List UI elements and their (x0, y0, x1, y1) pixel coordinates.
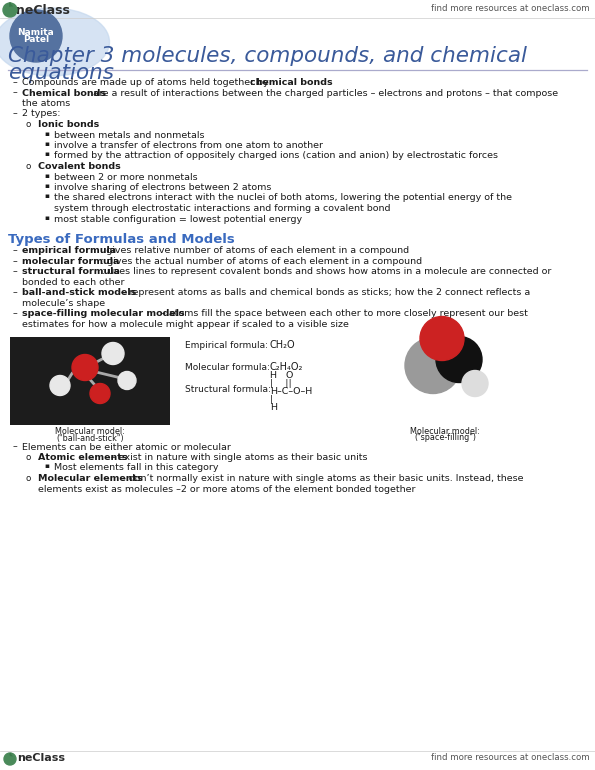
Circle shape (436, 336, 482, 383)
Circle shape (3, 3, 17, 17)
Text: – atoms fill the space between each other to more closely represent our best: – atoms fill the space between each othe… (158, 310, 528, 319)
Circle shape (118, 371, 136, 390)
Text: Covalent bonds: Covalent bonds (38, 162, 121, 171)
Text: Compounds are made up of atoms held together by: Compounds are made up of atoms held toge… (22, 78, 272, 87)
Text: Atomic elements: Atomic elements (38, 453, 127, 462)
Text: –: – (13, 89, 18, 98)
Text: H–C–O–H: H–C–O–H (270, 387, 312, 396)
Text: Ionic bonds: Ionic bonds (38, 120, 99, 129)
Text: molecular formula: molecular formula (22, 257, 120, 266)
Text: ▪: ▪ (44, 172, 49, 179)
Text: Structural formula:: Structural formula: (185, 384, 271, 393)
Text: O: O (7, 753, 16, 763)
Text: –: – (13, 267, 18, 276)
Circle shape (420, 316, 464, 360)
Text: ▪: ▪ (44, 141, 49, 147)
Text: Molecular model:: Molecular model: (410, 427, 480, 436)
Text: estimates for how a molecule might appear if scaled to a visible size: estimates for how a molecule might appea… (22, 320, 349, 329)
Text: the shared electrons interact with the nuclei of both atoms, lowering the potent: the shared electrons interact with the n… (54, 193, 512, 203)
Circle shape (405, 337, 461, 393)
Text: o: o (26, 453, 32, 462)
Text: – represent atoms as balls and chemical bonds as sticks; how the 2 connect refle: – represent atoms as balls and chemical … (118, 289, 530, 297)
Circle shape (102, 343, 124, 364)
Text: structural formula: structural formula (22, 267, 120, 276)
Text: ▪: ▪ (44, 193, 49, 199)
Text: formed by the attraction of oppositely charged ions (cation and anion) by electr: formed by the attraction of oppositely c… (54, 152, 498, 160)
Text: Patel: Patel (23, 35, 49, 44)
Text: Chemical bonds: Chemical bonds (22, 89, 106, 98)
Text: –: – (13, 289, 18, 297)
Text: –: – (13, 310, 18, 319)
Text: most stable configuration = lowest potential energy: most stable configuration = lowest poten… (54, 215, 302, 223)
Text: find more resources at oneclass.com: find more resources at oneclass.com (431, 753, 590, 762)
Bar (10, 336, 170, 424)
Circle shape (4, 753, 16, 765)
Ellipse shape (0, 8, 109, 76)
Text: equations: equations (8, 63, 114, 83)
Text: ball-and-stick models: ball-and-stick models (22, 289, 136, 297)
Text: o: o (26, 474, 32, 483)
Circle shape (90, 383, 110, 403)
Text: system through electrostatic interactions and forming a covalent bond: system through electrostatic interaction… (54, 204, 390, 213)
Text: are a result of interactions between the charged particles – electrons and proto: are a result of interactions between the… (90, 89, 558, 98)
Text: Molecular elements: Molecular elements (38, 474, 143, 483)
Text: –: – (13, 246, 18, 256)
Text: involve sharing of electrons between 2 atoms: involve sharing of electrons between 2 a… (54, 183, 271, 192)
Text: – don’t normally exist in nature with single atoms as their basic units. Instead: – don’t normally exist in nature with si… (118, 474, 524, 483)
Text: involve a transfer of electrons from one atom to another: involve a transfer of electrons from one… (54, 141, 323, 150)
Text: neClass: neClass (16, 4, 70, 17)
Text: chemical bonds: chemical bonds (250, 78, 333, 87)
Text: 2 types:: 2 types: (22, 109, 61, 119)
Text: |    ||: | || (270, 379, 292, 387)
Text: ▪: ▪ (44, 152, 49, 158)
Text: Empirical formula:: Empirical formula: (185, 340, 268, 350)
Text: CH₂O: CH₂O (270, 340, 296, 350)
Text: Types of Formulas and Models: Types of Formulas and Models (8, 233, 235, 246)
Text: –: – (13, 257, 18, 266)
Text: : gives the actual number of atoms of each element in a compound: : gives the actual number of atoms of ea… (101, 257, 422, 266)
Text: Molecular model:: Molecular model: (55, 427, 125, 436)
Text: find more resources at oneclass.com: find more resources at oneclass.com (431, 4, 590, 13)
Text: Most elements fall in this category: Most elements fall in this category (54, 464, 218, 473)
Text: H   O: H O (270, 370, 293, 380)
Circle shape (50, 376, 70, 396)
Text: ("ball-and-stick"): ("ball-and-stick") (56, 434, 124, 443)
Text: –: – (13, 78, 18, 87)
Text: elements exist as molecules –2 or more atoms of the element bonded together: elements exist as molecules –2 or more a… (38, 484, 415, 494)
Text: between metals and nonmetals: between metals and nonmetals (54, 130, 205, 139)
Text: – exist in nature with single atoms as their basic units: – exist in nature with single atoms as t… (108, 453, 368, 462)
Text: Molecular formula:: Molecular formula: (185, 363, 270, 371)
Text: : gives relative number of atoms of each element in a compound: : gives relative number of atoms of each… (100, 246, 409, 256)
Text: ▪: ▪ (44, 183, 49, 189)
Circle shape (462, 370, 488, 397)
Text: ▪: ▪ (44, 130, 49, 136)
Circle shape (10, 10, 62, 62)
Text: ("space-filling"): ("space-filling") (414, 434, 476, 443)
Text: C₂H₄O₂: C₂H₄O₂ (270, 363, 303, 373)
Text: |: | (270, 394, 273, 403)
Text: –: – (13, 443, 18, 451)
Text: ▪: ▪ (44, 215, 49, 220)
Text: space-filling molecular models: space-filling molecular models (22, 310, 184, 319)
Circle shape (72, 354, 98, 380)
Text: –: – (13, 109, 18, 119)
Text: bonded to each other: bonded to each other (22, 278, 124, 287)
Text: Elements can be either atomic or molecular: Elements can be either atomic or molecul… (22, 443, 231, 451)
Text: Namita: Namita (18, 28, 54, 37)
Text: ▪: ▪ (44, 464, 49, 470)
Text: molecule’s shape: molecule’s shape (22, 299, 105, 308)
Text: between 2 or more nonmetals: between 2 or more nonmetals (54, 172, 198, 182)
Text: neClass: neClass (17, 753, 65, 763)
Text: Chapter 3 molecules, compounds, and chemical: Chapter 3 molecules, compounds, and chem… (8, 46, 527, 66)
Text: : uses lines to represent covalent bonds and shows how atoms in a molecule are c: : uses lines to represent covalent bonds… (102, 267, 552, 276)
Text: o: o (26, 120, 32, 129)
Text: the atoms: the atoms (22, 99, 70, 108)
Text: O: O (7, 4, 17, 17)
Text: empirical formula: empirical formula (22, 246, 116, 256)
Text: o: o (26, 162, 32, 171)
Text: H: H (270, 403, 277, 411)
